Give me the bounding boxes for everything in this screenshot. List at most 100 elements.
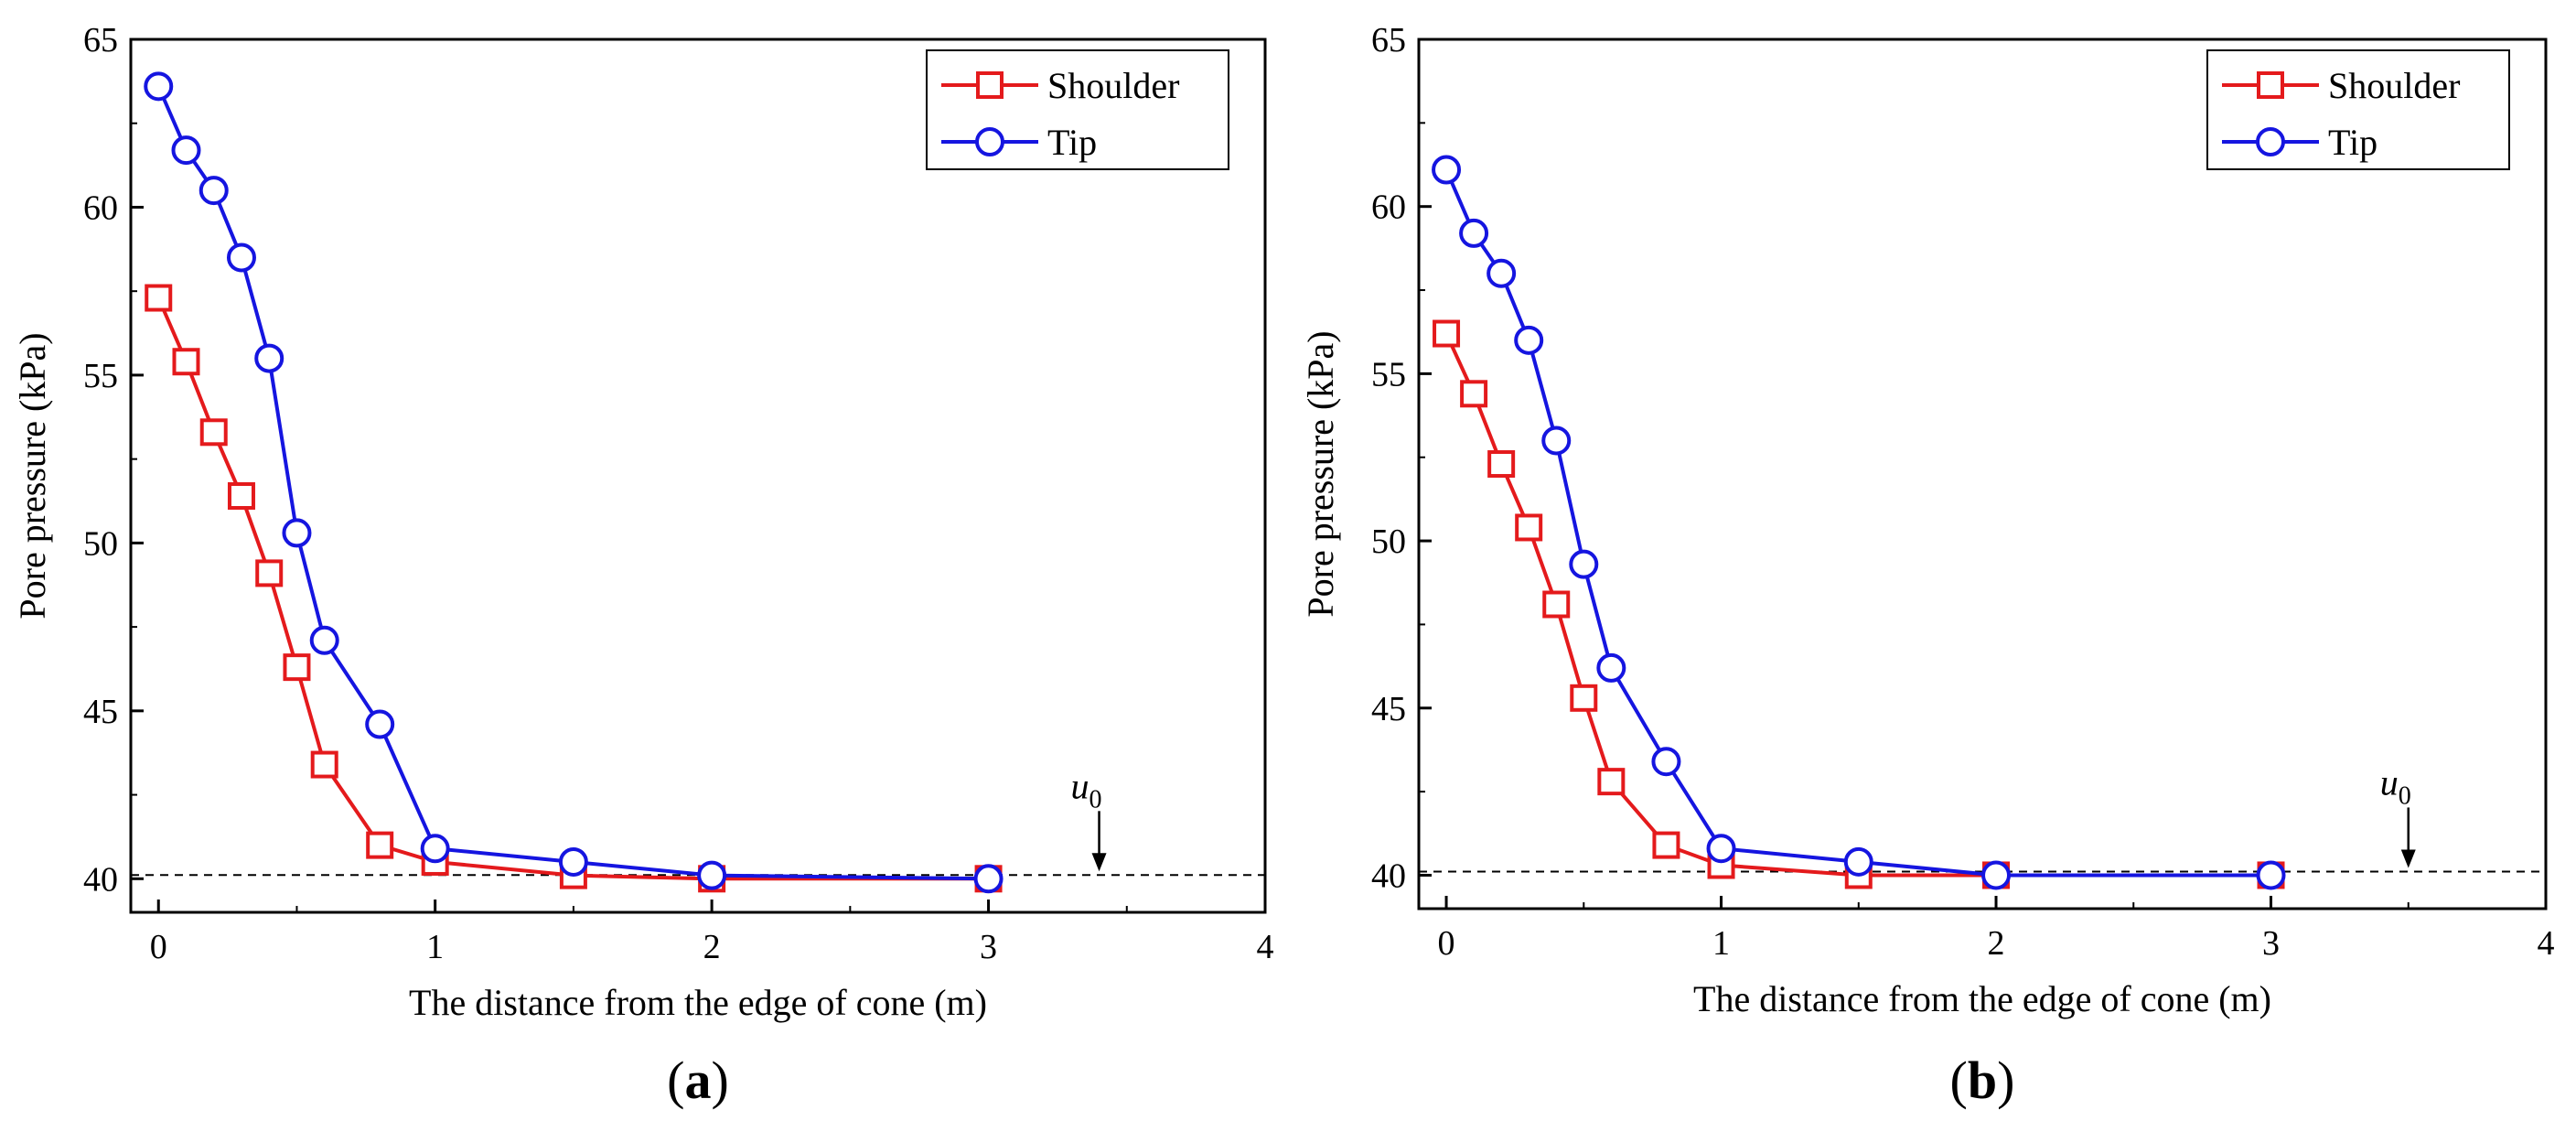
y-tick-label: 60 (1371, 189, 1406, 227)
data-point-tip (171, 135, 201, 166)
data-point-shoulder (227, 482, 255, 511)
y-tick-label: 65 (1371, 21, 1406, 59)
u0-label-main: u (2380, 761, 2399, 803)
chart-panel-b: 0 1 2 3 4 40 45 50 55 60 65 The distance from the e… (1300, 21, 2555, 1110)
y-tick-label: 50 (83, 524, 118, 563)
legend-box (926, 49, 1229, 170)
y-axis-label: Pore pressure (kPa) (1300, 330, 1341, 617)
y-tick-label: 50 (1371, 523, 1406, 561)
data-point-tip (1487, 258, 1517, 288)
plot-frame (1417, 38, 2548, 910)
legend-marker-shoulder (2257, 71, 2284, 99)
chart-panel-a: 0 1 2 3 4 40 45 50 55 60 65 The distance from the e… (12, 21, 1274, 1110)
legend: Shoulder Tip (926, 49, 1229, 170)
data-point-tip (1514, 325, 1544, 355)
data-point-tip (144, 71, 174, 102)
y-tick-label: 65 (83, 21, 118, 59)
data-point-shoulder (1542, 590, 1571, 619)
x-tick-label: 2 (1988, 924, 2005, 963)
panel-label-close-paren: ) (1997, 1050, 2014, 1110)
x-axis-label: The distance from the edge of cone (m) (409, 982, 987, 1023)
legend-box (2206, 49, 2510, 170)
panel-label-open-paren: ( (1950, 1050, 1968, 1110)
u0-arrow-head (2400, 849, 2416, 868)
panel-label-open-paren: ( (667, 1050, 684, 1110)
y-tick-label: 40 (83, 860, 118, 899)
data-point-shoulder (1597, 768, 1626, 796)
legend-label-tip: Tip (2328, 122, 2377, 163)
data-point-tip (1651, 747, 1681, 777)
legend-marker-tip (975, 127, 1004, 156)
data-point-tip (1459, 218, 1489, 248)
plot-frame (129, 38, 1267, 914)
data-point-shoulder (1570, 684, 1598, 712)
y-tick-label: 60 (83, 189, 118, 227)
data-point-tip (309, 625, 339, 655)
data-point-tip (1432, 155, 1462, 185)
x-tick-label: 1 (1712, 924, 1730, 963)
data-point-tip (973, 864, 1004, 894)
data-point-shoulder (366, 831, 394, 859)
y-tick-label: 55 (83, 357, 118, 395)
data-point-tip (697, 860, 727, 890)
panel-label: (b) (1950, 1050, 2015, 1110)
data-point-tip (1843, 846, 1873, 877)
y-tick-label: 40 (1371, 856, 1406, 895)
u0-label: u0 (2380, 761, 2411, 810)
y-tick-label: 45 (1371, 690, 1406, 728)
x-tick-label: 3 (2262, 924, 2280, 963)
data-point-tip (254, 343, 284, 373)
y-tick-label: 45 (83, 693, 118, 731)
data-point-tip (1596, 652, 1626, 683)
data-point-tip (1569, 549, 1599, 579)
legend-label-shoulder: Shoulder (1047, 65, 1179, 106)
y-tick-label: 55 (1371, 355, 1406, 393)
panel-label-close-paren: ) (712, 1050, 729, 1110)
data-point-shoulder (255, 559, 284, 587)
legend: Shoulder Tip (2206, 49, 2510, 170)
panel-label-letter: b (1968, 1050, 1997, 1110)
data-point-tip (1541, 426, 1572, 456)
y-axis-label: Pore pressure (kPa) (12, 332, 53, 619)
data-point-shoulder (199, 418, 228, 447)
data-point-shoulder (1515, 513, 1543, 542)
data-point-shoulder (172, 348, 200, 376)
data-point-shoulder (1460, 380, 1488, 408)
x-tick-label: 0 (150, 928, 167, 966)
legend-label-shoulder: Shoulder (2328, 65, 2460, 106)
legend-marker-tip (2256, 127, 2285, 156)
x-tick-label: 4 (2538, 924, 2555, 963)
u0-arrow-head (1091, 853, 1107, 872)
data-point-tip (2256, 860, 2286, 890)
panel-label: (a) (667, 1050, 729, 1110)
u0-label-main: u (1071, 765, 1089, 806)
series-line-tip (1444, 168, 2271, 878)
u0-label: u0 (1071, 765, 1102, 813)
data-point-tip (1981, 860, 2012, 890)
data-point-tip (420, 834, 450, 864)
data-point-shoulder (145, 284, 173, 312)
u0-label-subscript: 0 (1089, 785, 1102, 813)
data-point-tip (1706, 834, 1736, 864)
data-point-shoulder (310, 750, 338, 779)
series-line-shoulder (156, 296, 989, 881)
x-tick-label: 4 (1257, 928, 1274, 966)
data-point-tip (282, 518, 312, 548)
series-line-tip (156, 85, 989, 881)
x-axis-label: The distance from the edge of cone (m) (1693, 978, 2271, 1019)
data-point-shoulder (1652, 831, 1680, 859)
legend-marker-shoulder (976, 71, 1004, 99)
data-point-tip (558, 846, 588, 877)
data-point-tip (199, 176, 229, 206)
x-tick-label: 3 (980, 928, 997, 966)
x-tick-label: 2 (703, 928, 721, 966)
data-point-shoulder (283, 653, 311, 682)
x-tick-label: 1 (426, 928, 444, 966)
data-point-shoulder (1433, 319, 1461, 348)
u0-label-subscript: 0 (2399, 781, 2411, 810)
data-point-tip (365, 709, 395, 739)
data-point-shoulder (1487, 450, 1516, 479)
legend-label-tip: Tip (1047, 122, 1097, 163)
data-point-tip (226, 242, 256, 273)
